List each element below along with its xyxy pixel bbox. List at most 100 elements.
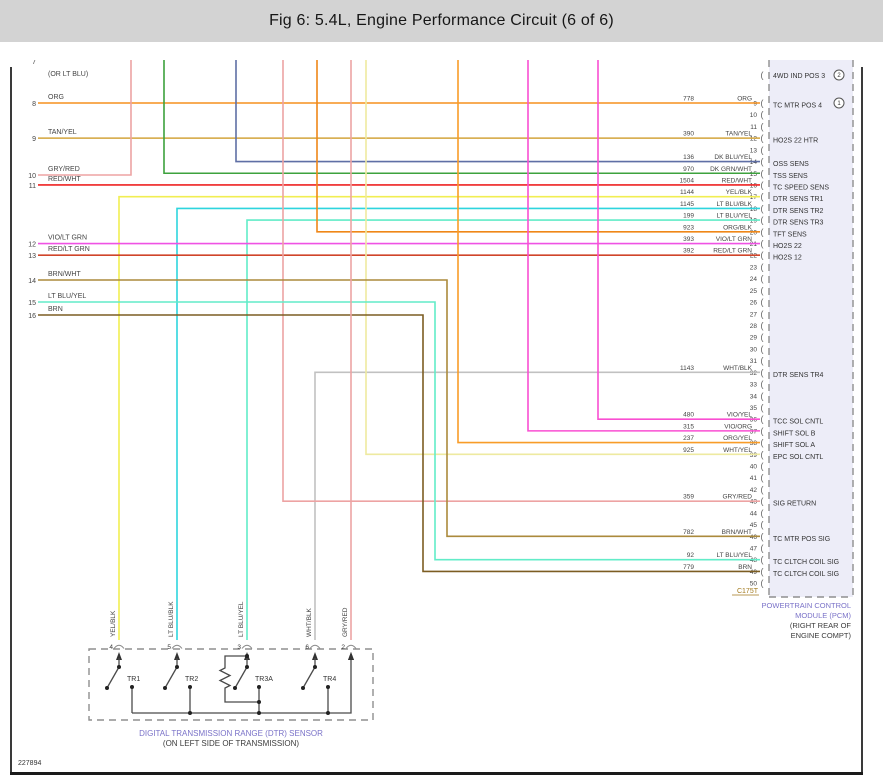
pcm-pin-label: TC CLTCH COIL SIG <box>773 571 839 578</box>
left-row-number: 13 <box>28 253 36 260</box>
pcm-pin-number: 34 <box>750 393 758 400</box>
pcm-pin-bracket: ( <box>761 344 764 354</box>
wire-number: 390 <box>683 131 694 138</box>
wire-number: 92 <box>687 552 695 559</box>
wire-color: WHT/BLK <box>723 365 753 372</box>
dtr-pin-color-label: GRY/RED <box>342 607 349 637</box>
resistor <box>218 655 259 703</box>
dtr-pin-color-label: LT BLU/YEL <box>238 601 245 637</box>
pcm-pin-number: 30 <box>750 346 758 353</box>
pcm-pin-bracket: ( <box>761 531 764 541</box>
pcm-pin-number: 10 <box>750 112 758 119</box>
pcm-pin-label: OSS SENS <box>773 161 809 168</box>
pcm-pin-bracket: ( <box>761 262 764 272</box>
connector-arc <box>241 644 253 649</box>
pcm-pin-bracket: ( <box>761 70 764 80</box>
pcm-pin-bracket: ( <box>761 473 764 483</box>
pcm-pin-bracket: ( <box>761 356 764 366</box>
wire-number: 1143 <box>680 365 694 372</box>
pcm-pin-label: HO2S 22 <box>773 243 802 250</box>
pcm-pin-label: TFT SENS <box>773 231 807 238</box>
wire-480 <box>597 60 760 420</box>
wire-number: 136 <box>683 154 694 161</box>
common-bus <box>132 659 352 714</box>
junction-dot <box>301 686 305 690</box>
wire-number: 315 <box>683 423 694 430</box>
pcm-pin-bracket: ( <box>761 402 764 412</box>
wire-color: LT BLU/YEL <box>716 213 752 220</box>
pcm-pin-label: TC SPEED SENS <box>773 184 829 191</box>
switch-label: TR1 <box>127 676 140 683</box>
dtr-caption-line2: (ON LEFT SIDE OF TRANSMISSION) <box>163 739 300 748</box>
left-row-number: 9 <box>32 136 36 143</box>
connector-arc <box>113 644 125 649</box>
wire-color: RED/LT GRN <box>713 248 752 255</box>
pcm-pin-number: 38 <box>750 440 758 447</box>
note-circle <box>833 69 845 81</box>
wire-color: LT BLU/YEL <box>716 552 752 559</box>
pcm-box-fill <box>769 60 853 597</box>
pcm-pin-number: 11 <box>750 124 757 131</box>
pcm-name-line2: MODULE (PCM) <box>795 611 851 620</box>
wire-number: 1144 <box>680 189 694 196</box>
pcm-pin-bracket: ( <box>761 157 764 167</box>
wire-color: LT BLU/BLK <box>716 201 752 208</box>
wire-color: VIO/YEL <box>727 412 753 419</box>
pcm-pin-number: 29 <box>750 335 758 342</box>
connector-arc <box>345 644 357 649</box>
pcm-pin-bracket: ( <box>761 367 764 377</box>
pcm-pin-number: 26 <box>750 300 758 307</box>
wire-color: DK GRN/WHT <box>710 166 752 173</box>
pcm-pin-bracket: ( <box>761 320 764 330</box>
left-row-label: VIO/LT GRN <box>48 235 87 242</box>
pcm-pin-label: 4WD IND POS 3 <box>773 73 825 80</box>
wire-315 <box>527 60 760 432</box>
wire-number: 480 <box>683 412 694 419</box>
junction-dot <box>130 685 134 689</box>
pcm-pin-bracket: ( <box>761 297 764 307</box>
pcm-pin-bracket: ( <box>761 426 764 436</box>
switch-arm <box>234 666 248 689</box>
pcm-pin-number: 46 <box>750 534 758 541</box>
pcm-pin-number: 32 <box>750 370 758 377</box>
pcm-pin-label: SHIFT SOL B <box>773 430 816 437</box>
pcm-pin-number: 39 <box>750 452 758 459</box>
pcm-pin-number: 27 <box>750 311 758 318</box>
junction-dot <box>257 700 261 704</box>
dtr-caption: DIGITAL TRANSMISSION RANGE (DTR) SENSOR … <box>139 729 323 748</box>
pcm-pin-number: 13 <box>750 147 758 154</box>
wire-color: ORG <box>737 96 752 103</box>
junction-dot <box>117 665 121 669</box>
pcm-pin-number: 50 <box>750 581 758 588</box>
pcm-connector-label: C175T <box>737 588 759 595</box>
wire-color: BRN <box>738 564 752 571</box>
wire-color: YEL/BLK <box>726 189 753 196</box>
wire-1145 <box>176 207 760 640</box>
dtr-pin-number: 6 <box>305 644 309 651</box>
left-row-label: BRN <box>48 306 63 313</box>
pcm-pin-bracket: ( <box>761 391 764 401</box>
pcm-pin-bracket: ( <box>761 250 764 260</box>
pcm-pin-number: 31 <box>750 358 758 365</box>
wire-row10 <box>38 60 132 176</box>
pcm-pin-number: 21 <box>750 241 758 248</box>
pcm-pin-bracket: ( <box>761 215 764 225</box>
left-row-label: LT BLU/YEL <box>48 293 86 300</box>
pcm-pin-label: TC MTR POS 4 <box>773 103 822 110</box>
pcm-pin-number: 14 <box>750 159 758 166</box>
wire-359 <box>282 60 760 502</box>
pcm-pin-number: 43 <box>750 499 758 506</box>
switch-arm <box>106 666 120 689</box>
left-row-label: ORG <box>48 94 64 101</box>
wire-color: TAN/YEL <box>725 131 752 138</box>
pcm-pin-label: SIG RETURN <box>773 501 816 508</box>
pcm-pin-label: DTR SENS TR1 <box>773 196 824 203</box>
switch-label: TR4 <box>323 676 336 683</box>
wire-color: ORG/BLK <box>723 224 753 231</box>
pcm-pin-bracket: ( <box>761 414 764 424</box>
pcm-pin-number: 18 <box>750 206 758 213</box>
pcm-pin-number: 49 <box>750 569 758 576</box>
pcm-pin-bracket: ( <box>761 543 764 553</box>
left-row-number: 7 <box>32 59 36 66</box>
